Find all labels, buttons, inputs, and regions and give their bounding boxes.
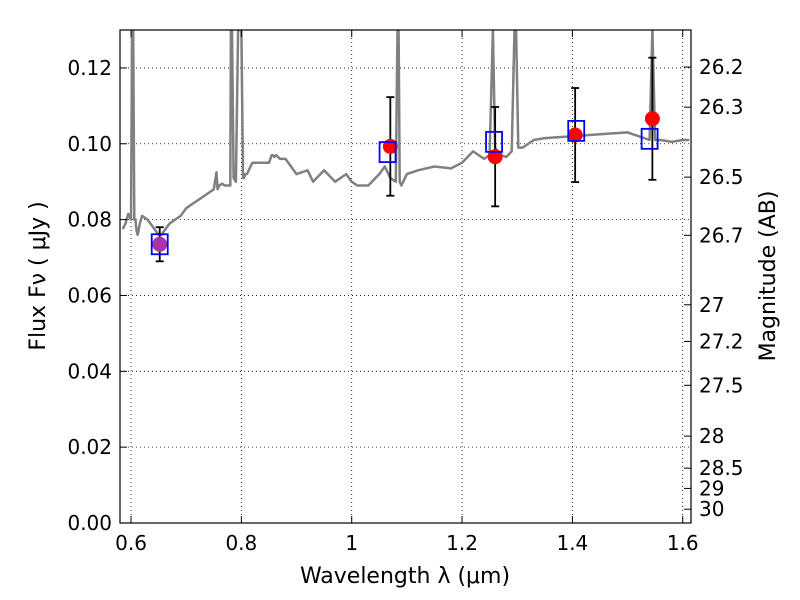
observed-point [487, 149, 503, 165]
grid-lines [120, 30, 691, 524]
model-photometry-square [150, 233, 169, 256]
y-axis-title: Flux Fν ( μJy ) [26, 201, 51, 350]
y-tick-label: 0.08 [67, 208, 112, 232]
observed-point [644, 111, 660, 127]
y-axis-label: Flux Fν ( μJy ) [26, 201, 51, 350]
y2-tick-label: 29 [699, 476, 724, 500]
y2-tick-label: 30 [699, 497, 724, 521]
y-tick-label: 0.06 [67, 283, 112, 307]
y2-tick-label: 26.5 [699, 165, 744, 189]
x-axis-label: Wavelength λ (μm) [300, 564, 510, 589]
observed-point [567, 127, 583, 143]
plot-frame [119, 29, 692, 524]
model-photometry-square [640, 127, 659, 150]
tick-marks [120, 30, 691, 524]
y-tick-label: 0.02 [67, 435, 112, 459]
y2-tick-label: 27 [699, 293, 724, 317]
model-spectrum-line [121, 30, 690, 237]
x-axis-title: Wavelength λ (μm) [300, 564, 510, 589]
observed-point [152, 236, 168, 252]
y2-axis-label: Magnitude (AB) [756, 191, 781, 362]
y2-tick-label: 27.5 [699, 373, 744, 397]
model-photometry-square [567, 119, 586, 142]
tick-labels: 0.6 0.8 1 1.2 1.4 1.6 0.00 0.02 0.04 0.06 0.08 0.10… [67, 55, 743, 555]
y2-axis-title: Magnitude (AB) [756, 191, 781, 362]
model-photometry-square [485, 130, 503, 153]
y-tick-label: 0.04 [67, 359, 112, 383]
y2-tick-label: 28 [699, 424, 724, 448]
x-tick-label: 1 [345, 531, 358, 555]
y2-tick-label: 26.3 [699, 95, 744, 119]
y2-tick-label: 27.2 [699, 329, 744, 353]
model-photometry-square [378, 141, 397, 164]
x-tick-label: 1.6 [667, 531, 699, 555]
x-tick-label: 1.4 [556, 531, 588, 555]
x-tick-label: 0.8 [225, 531, 257, 555]
x-tick-label: 1.2 [446, 531, 478, 555]
plot-area [121, 30, 690, 263]
y-tick-label: 0.12 [67, 56, 112, 80]
y2-tick-label: 28.5 [699, 456, 744, 480]
y-tick-label: 0.00 [67, 511, 112, 535]
y2-tick-label: 26.7 [699, 223, 744, 247]
y2-tick-label: 26.2 [699, 55, 744, 79]
x-tick-label: 0.6 [115, 531, 147, 555]
y-tick-label: 0.10 [67, 132, 112, 156]
